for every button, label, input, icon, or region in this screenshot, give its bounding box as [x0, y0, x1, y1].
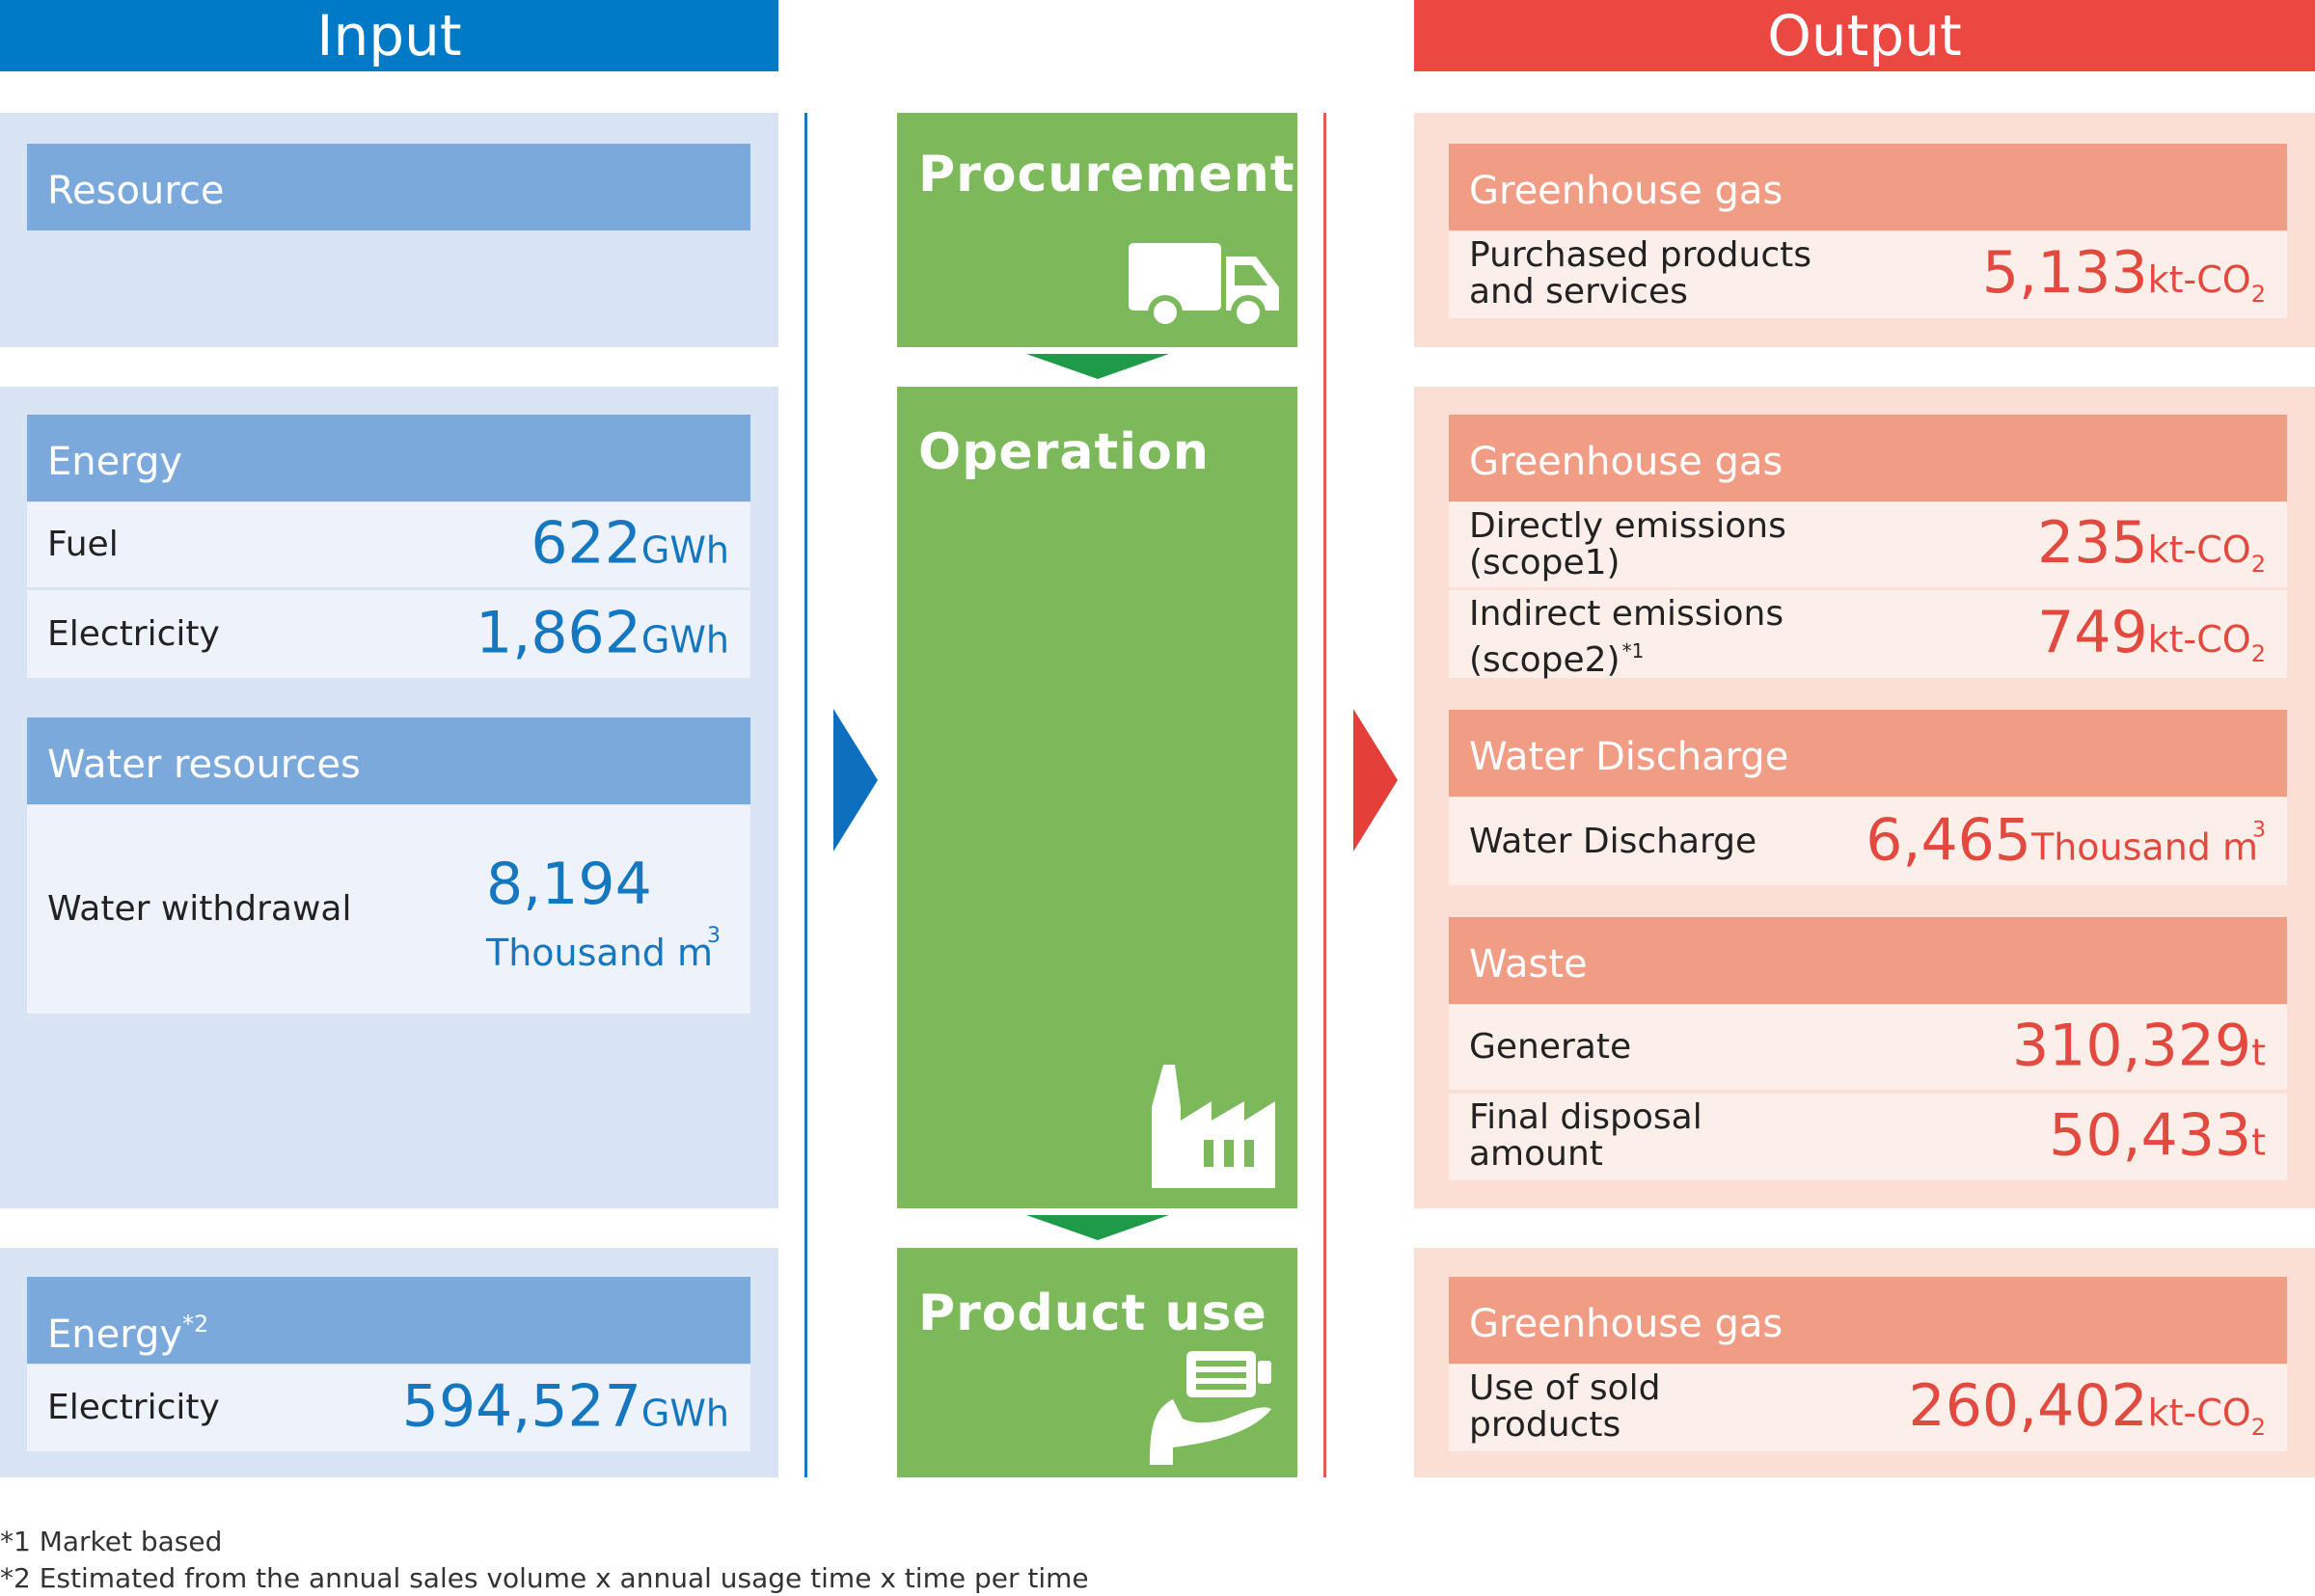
scope2-row: Indirect emissions (scope2) *1 749kt-CO2 — [1449, 590, 2287, 680]
use-of-sold-products-row: Use of sold products 260,402kt-CO2 — [1449, 1365, 2287, 1451]
waste-category: Waste — [1449, 917, 2287, 1004]
product-use-electricity-value: 594,527GWh — [401, 1372, 729, 1441]
procurement-title: Procurement — [918, 146, 1295, 203]
waste-generate-row: Generate 310,329t — [1449, 1005, 2287, 1090]
fuel-value: 622GWh — [531, 509, 729, 578]
electricity-label: Electricity — [47, 613, 220, 654]
final-disposal-value: 50,433t — [2049, 1101, 2266, 1170]
use-of-sold-products-value: 260,402kt-CO2 — [1908, 1372, 2266, 1442]
water-withdrawal-label: Water withdrawal — [47, 889, 352, 929]
footnote-1: *1 Market based — [0, 1526, 223, 1557]
scope1-row: Directly emissions (scope1) 235kt-CO2 — [1449, 502, 2287, 587]
scope1-label: Directly emissions (scope1) — [1469, 506, 1786, 582]
operation-title: Operation — [918, 423, 1210, 481]
energy2-category: Energy*2 — [27, 1277, 750, 1364]
final-disposal-label: Final disposal amount — [1469, 1097, 1702, 1174]
hand-product-icon — [1150, 1351, 1271, 1465]
operation-ghg-category: Greenhouse gas — [1449, 415, 2287, 501]
final-disposal-row: Final disposal amount 50,433t — [1449, 1094, 2287, 1180]
resource-category: Resource — [27, 144, 750, 230]
operation-stage: Operation — [897, 387, 1297, 1208]
output-header: Output — [1414, 0, 2315, 71]
output-arrow-icon — [1353, 709, 1398, 852]
product-use-title: Product use — [918, 1285, 1267, 1342]
purchased-products-row: Purchased products and services 5,133kt-C… — [1449, 231, 2287, 318]
purchased-products-value: 5,133kt-CO2 — [1981, 239, 2266, 309]
scope1-value: 235kt-CO2 — [2037, 509, 2266, 579]
water-discharge-category: Water Discharge — [1449, 710, 2287, 797]
purchased-products-label: Purchased products and services — [1469, 235, 1811, 311]
product-use-stage: Product use — [897, 1248, 1297, 1477]
procurement-stage: Procurement — [897, 113, 1297, 347]
procurement-ghg-category: Greenhouse gas — [1449, 144, 2287, 230]
input-header: Input — [0, 0, 778, 71]
water-withdrawal-value: 8,194 Thousand m3 — [486, 851, 722, 974]
energy-category: Energy — [27, 415, 750, 501]
factory-icon — [1152, 1065, 1275, 1188]
electricity-value: 1,862GWh — [476, 599, 729, 667]
water-discharge-row: Water Discharge 6,465Thousand m3 — [1449, 798, 2287, 885]
electricity-row: Electricity 1,862GWh — [27, 590, 750, 678]
fuel-row: Fuel 622GWh — [27, 502, 750, 587]
use-of-sold-products-label: Use of sold products — [1469, 1368, 1661, 1445]
product-use-electricity-row: Electricity 594,527GWh — [27, 1365, 750, 1451]
scope2-label: Indirect emissions (scope2) *1 — [1469, 594, 1784, 680]
footnote-2: *2 Estimated from the annual sales volum… — [0, 1562, 1089, 1594]
product-use-electricity-label: Electricity — [47, 1388, 220, 1427]
water-resources-category: Water resources — [27, 717, 750, 804]
input-divider-line — [804, 113, 807, 1477]
product-use-ghg-category: Greenhouse gas — [1449, 1277, 2287, 1364]
water-discharge-value: 6,465Thousand m3 — [1866, 806, 2266, 875]
waste-generate-label: Generate — [1469, 1027, 1632, 1067]
water-withdrawal-row: Water withdrawal 8,194 Thousand m3 — [27, 805, 750, 1014]
down-arrow-1-icon — [1026, 354, 1169, 379]
water-discharge-label: Water Discharge — [1469, 821, 1757, 861]
waste-generate-value: 310,329t — [2011, 1012, 2266, 1080]
input-arrow-icon — [833, 709, 878, 852]
output-divider-line — [1323, 113, 1326, 1477]
down-arrow-2-icon — [1026, 1215, 1169, 1240]
truck-icon — [1129, 243, 1279, 328]
fuel-label: Fuel — [47, 525, 119, 564]
scope2-value: 749kt-CO2 — [2037, 598, 2266, 667]
